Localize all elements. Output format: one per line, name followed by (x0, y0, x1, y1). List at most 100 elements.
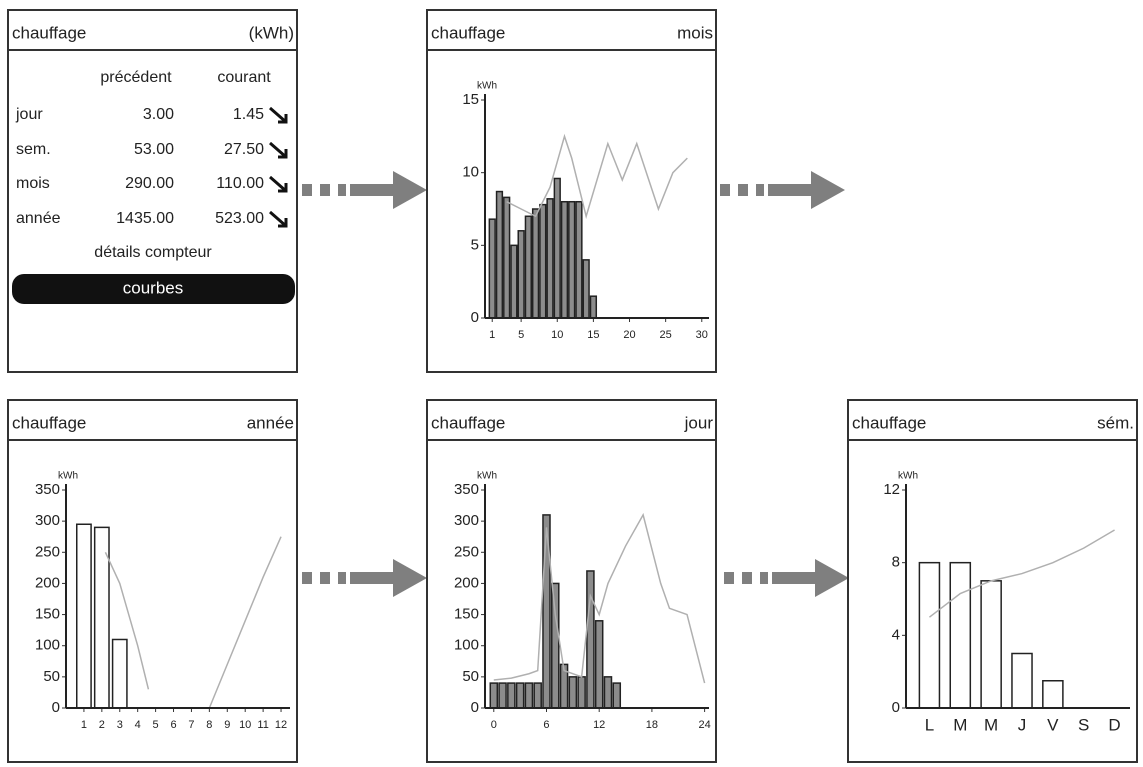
x-tick-label: 20 (623, 329, 635, 341)
panel-title: chauffage (431, 413, 505, 432)
y-tick-label: 150 (454, 606, 479, 623)
line (104, 536, 282, 709)
y-axis-label: kWh (898, 471, 918, 482)
x-tick-label: 7 (188, 719, 194, 731)
bar (546, 198, 554, 319)
x-tick-label: 24 (698, 719, 710, 731)
curves-button[interactable] (12, 274, 295, 304)
bar (577, 676, 586, 709)
x-tick-label: L (925, 715, 934, 734)
trend-icon (269, 106, 288, 124)
y-tick-label: 15 (462, 91, 479, 108)
row-label: sem. (16, 141, 51, 158)
x-tick-label: 5 (518, 329, 524, 341)
x-tick-label: 2 (99, 719, 105, 731)
column-header: précédent (100, 69, 172, 86)
bar (603, 676, 613, 709)
line (928, 529, 1115, 618)
y-tick-label: 10 (462, 164, 479, 181)
bar (503, 196, 511, 319)
y-tick-label: 250 (454, 543, 479, 560)
bar (488, 218, 496, 319)
trend-icon (269, 210, 288, 228)
x-tick-label: 3 (117, 719, 123, 731)
bar (1011, 652, 1033, 709)
x-tick-label: V (1047, 715, 1059, 734)
bar (510, 244, 518, 319)
x-tick-label: 12 (593, 719, 605, 731)
arrows (302, 171, 849, 597)
x-tick-label: D (1108, 715, 1120, 734)
x-tick-label: 1 (81, 719, 87, 731)
y-axis-label: kWh (477, 81, 497, 92)
bar (1042, 680, 1064, 709)
bar (568, 200, 576, 319)
details-link[interactable]: détails compteur (94, 244, 212, 261)
y-tick-label: 0 (52, 699, 60, 716)
x-tick-label: M (953, 715, 967, 734)
x-tick-label: 4 (135, 719, 141, 731)
line (506, 133, 688, 220)
button-label[interactable]: courbes (123, 278, 183, 297)
summary-panel: chauffage (kWh) précédent courant jour 3.… (7, 9, 298, 373)
previous-value: 53.00 (134, 141, 174, 158)
y-tick-label: 4 (892, 626, 900, 643)
y-tick-label: 200 (454, 574, 479, 591)
arrow (724, 559, 849, 597)
panel-period: mois (677, 23, 713, 42)
bar (553, 177, 561, 319)
y-tick-label: 350 (454, 481, 479, 498)
x-tick-label: 9 (224, 719, 230, 731)
bar (515, 682, 525, 709)
current-value: 523.00 (215, 210, 264, 227)
x-tick-label: 6 (543, 719, 549, 731)
y-tick-label: 250 (35, 543, 60, 560)
table-rows: jour 3.00 1.45 sem. 53.00 27.50 mois 290.00 110.… (15, 106, 288, 228)
bar (589, 295, 598, 319)
bar (594, 620, 604, 709)
x-tick-label: M (984, 715, 998, 734)
bar (542, 514, 551, 709)
previous-value: 3.00 (143, 106, 174, 123)
bar (76, 523, 92, 709)
line (493, 512, 706, 684)
arrow (302, 559, 427, 597)
current-value: 1.45 (233, 106, 264, 123)
chart-panel: chauffage jour 0 6 12 18 24 0 50 100 150 200 250 300 3… (426, 399, 717, 763)
x-tick-label: 1 (489, 329, 495, 341)
panel-title: chauffage (431, 23, 505, 42)
bar (560, 200, 569, 319)
current-value: 110.00 (216, 175, 264, 192)
bar (531, 208, 540, 319)
bar (568, 676, 578, 709)
y-tick-label: 100 (35, 637, 60, 654)
bar (524, 215, 532, 319)
x-tick-label: J (1018, 715, 1027, 734)
row-label: jour (15, 106, 43, 123)
previous-value: 1435.00 (116, 210, 174, 227)
row-label: année (16, 210, 61, 227)
bar (980, 580, 1002, 709)
bar (949, 561, 972, 709)
panel-title: chauffage (852, 413, 926, 432)
bar (489, 682, 499, 709)
trend-icon (269, 175, 288, 193)
bar (524, 682, 534, 709)
previous-value: 290.00 (125, 175, 174, 192)
bar (586, 570, 595, 709)
bar (918, 561, 941, 709)
x-tick-label: 25 (660, 329, 672, 341)
x-tick-label: 15 (587, 329, 599, 341)
bar (507, 682, 516, 709)
panel-period: sém. (1097, 413, 1134, 432)
arrow (302, 171, 427, 209)
panel-unit: (kWh) (249, 23, 294, 42)
arrow (720, 171, 845, 209)
y-tick-label: 200 (35, 574, 60, 591)
bar (111, 638, 128, 709)
